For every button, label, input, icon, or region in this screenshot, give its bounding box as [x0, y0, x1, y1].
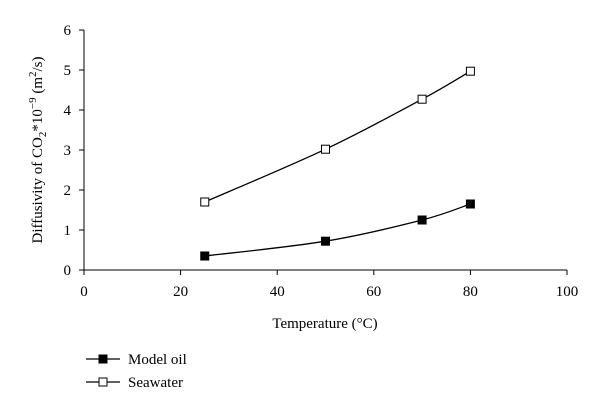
- legend-item-seawater: Seawater: [86, 375, 183, 391]
- series-model-oil: [200, 199, 475, 261]
- series-seawater: [200, 66, 475, 207]
- x-tick-label: 40: [270, 284, 285, 300]
- legend-item-model-oil: Model oil: [86, 352, 187, 368]
- data-point-seawater: [417, 94, 427, 104]
- y-tick-label: 5: [64, 63, 72, 79]
- y-tick-label: 0: [64, 263, 72, 279]
- data-point-model-oil: [417, 215, 427, 225]
- legend: Model oil Seawater: [86, 352, 187, 391]
- data-point-seawater: [200, 197, 210, 207]
- data-point-seawater: [321, 144, 330, 154]
- legend-label: Model oil: [128, 352, 187, 368]
- legend-label: Seawater: [128, 375, 183, 391]
- data-point-model-oil: [465, 199, 475, 209]
- data-point-model-oil: [321, 236, 330, 246]
- x-tick-label: 80: [463, 284, 478, 300]
- y-axis-ticks: 0 1 2 3 4 5 6: [64, 23, 84, 279]
- series-line-seawater: [204, 70, 471, 203]
- y-tick-label: 4: [64, 103, 72, 119]
- y-tick-label: 1: [64, 223, 72, 239]
- y-axis-label: Diffusivity of CO2*10−9 (m2/s): [27, 56, 49, 243]
- y-tick-label: 6: [64, 23, 72, 39]
- series-line-model-oil: [204, 203, 471, 257]
- y-tick-label: 3: [64, 143, 72, 159]
- x-tick-label: 60: [366, 284, 381, 300]
- x-axis-ticks: 0 20 40 60 80 100: [80, 270, 578, 300]
- data-point-seawater: [465, 66, 475, 76]
- x-tick-label: 100: [556, 284, 579, 300]
- y-tick-label: 2: [64, 183, 72, 199]
- x-tick-label: 0: [80, 284, 88, 300]
- data-point-model-oil: [200, 251, 210, 261]
- legend-marker: [98, 377, 108, 387]
- x-axis-label: Temperature (°C): [272, 316, 377, 332]
- series-layer: [200, 66, 475, 261]
- legend-marker: [98, 354, 108, 364]
- x-tick-label: 20: [173, 284, 188, 300]
